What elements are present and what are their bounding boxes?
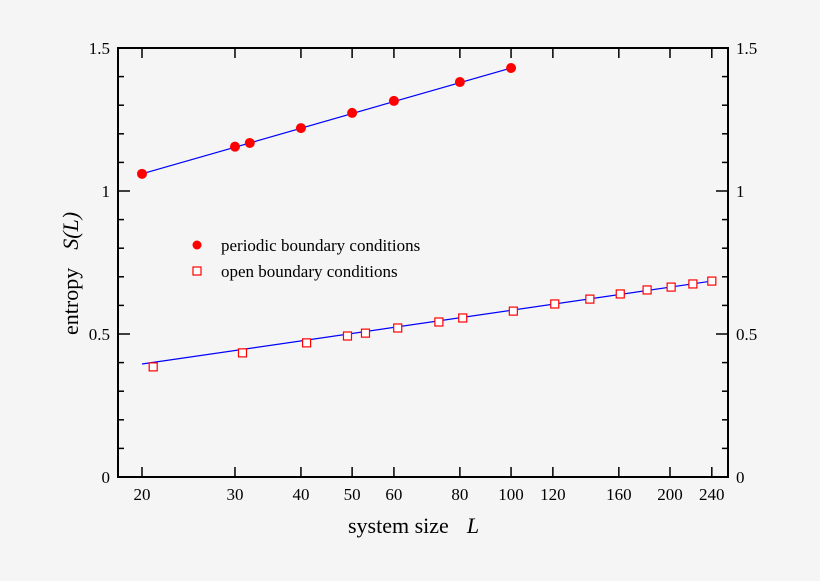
- data-point-open: [642, 285, 652, 295]
- data-point-open: [707, 276, 717, 286]
- x-tick-label: 240: [699, 485, 725, 504]
- y-tick-label: 1: [102, 182, 111, 201]
- data-point-periodic: [347, 107, 358, 118]
- data-point-open: [237, 348, 248, 358]
- y-tick-label-right: 1.5: [736, 39, 757, 58]
- x-tick-label: 160: [606, 485, 632, 504]
- data-point-open: [550, 299, 560, 309]
- fit-line-1: [141, 280, 712, 365]
- legend: periodic boundary conditions open bounda…: [192, 236, 420, 281]
- data-point-open: [434, 317, 444, 327]
- x-tick-label: 80: [451, 485, 468, 504]
- data-point-open: [508, 306, 518, 316]
- x-tick-label: 200: [657, 485, 683, 504]
- x-tick-label: 30: [226, 485, 243, 504]
- data-point-periodic: [244, 137, 255, 148]
- data-point-periodic: [454, 77, 465, 88]
- data-point-open: [615, 289, 625, 299]
- legend-label-open: open boundary conditions: [221, 262, 398, 281]
- y-tick-label: 0.5: [89, 325, 110, 344]
- fit-line-0: [141, 67, 512, 175]
- y-tick-label: 0: [102, 468, 111, 487]
- data-point-open: [342, 331, 353, 341]
- data-point-open: [666, 282, 676, 292]
- y-axis-label: entropyS(L): [58, 212, 83, 335]
- data-point-open: [148, 362, 158, 372]
- data-point-open: [688, 279, 698, 289]
- data-point-periodic: [229, 141, 240, 152]
- x-tick-label: 20: [134, 485, 151, 504]
- x-tick-label: 50: [344, 485, 361, 504]
- y-tick-label-right: 0.5: [736, 325, 757, 344]
- data-point-periodic: [506, 63, 517, 74]
- data-point-periodic: [295, 123, 306, 134]
- data-point-periodic: [137, 168, 147, 179]
- legend-marker-open: [192, 266, 202, 276]
- x-tick-label: 40: [292, 485, 309, 504]
- x-tick-label: 100: [498, 485, 524, 504]
- plot-frame: [117, 47, 729, 478]
- x-axis-label: system size L: [348, 513, 479, 538]
- data-point-open: [302, 338, 312, 348]
- data-point-periodic: [388, 95, 399, 106]
- x-tick-label: 120: [540, 485, 566, 504]
- data-point-open: [458, 313, 468, 323]
- y-tick-label: 1.5: [89, 39, 110, 58]
- data-point-open: [393, 323, 403, 333]
- data-point-open: [360, 328, 371, 338]
- legend-marker-periodic: [192, 240, 202, 250]
- y-tick-label-right: 0: [736, 468, 745, 487]
- data-point-open: [585, 294, 595, 304]
- y-tick-label-right: 1: [736, 182, 745, 201]
- legend-label-periodic: periodic boundary conditions: [221, 236, 420, 255]
- x-tick-label: 60: [385, 485, 402, 504]
